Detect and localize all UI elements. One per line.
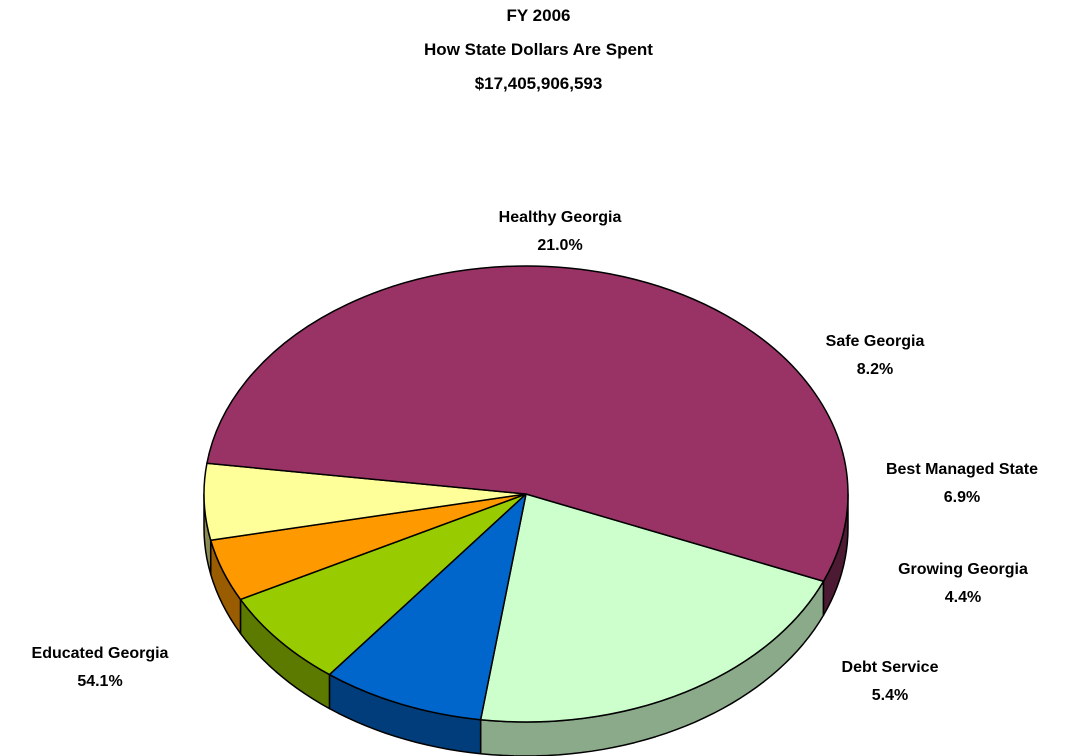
pie-slice-best-managed-state [239,493,527,676]
slice-name: Safe Georgia [825,333,925,350]
chart-title-line-2: How State Dollars Are Spent [424,40,653,59]
pie-slice-healthy-georgia [479,493,825,723]
slice-name: Healthy Georgia [498,209,622,226]
slice-percent: 8.2% [856,361,894,378]
chart-title-line-1: FY 2006 [506,6,571,25]
chart-title-line-3: $17,405,906,593 [474,74,603,93]
slice-percent: 6.9% [943,489,981,506]
slice-label-best-managed-state: Best Managed State 6.9% [862,456,1062,512]
slice-name: Debt Service [841,659,939,676]
slice-label-healthy-georgia: Healthy Georgia 21.0% [470,204,650,260]
slice-name: Educated Georgia [31,645,169,662]
slice-percent: 54.1% [77,673,123,690]
slice-label-growing-georgia: Growing Georgia 4.4% [868,556,1058,612]
slice-label-debt-service: Debt Service 5.4% [820,654,960,710]
slice-label-educated-georgia: Educated Georgia 54.1% [0,640,200,696]
pie-slice-educated-georgia [206,265,849,583]
slice-percent: 21.0% [537,237,583,254]
slice-name: Best Managed State [885,461,1039,478]
slice-name: Growing Georgia [898,561,1028,578]
pie-slice-safe-georgia [328,493,527,721]
slice-label-safe-georgia: Safe Georgia 8.2% [800,328,950,384]
slice-percent: 5.4% [871,687,909,704]
slice-percent: 4.4% [944,589,982,606]
